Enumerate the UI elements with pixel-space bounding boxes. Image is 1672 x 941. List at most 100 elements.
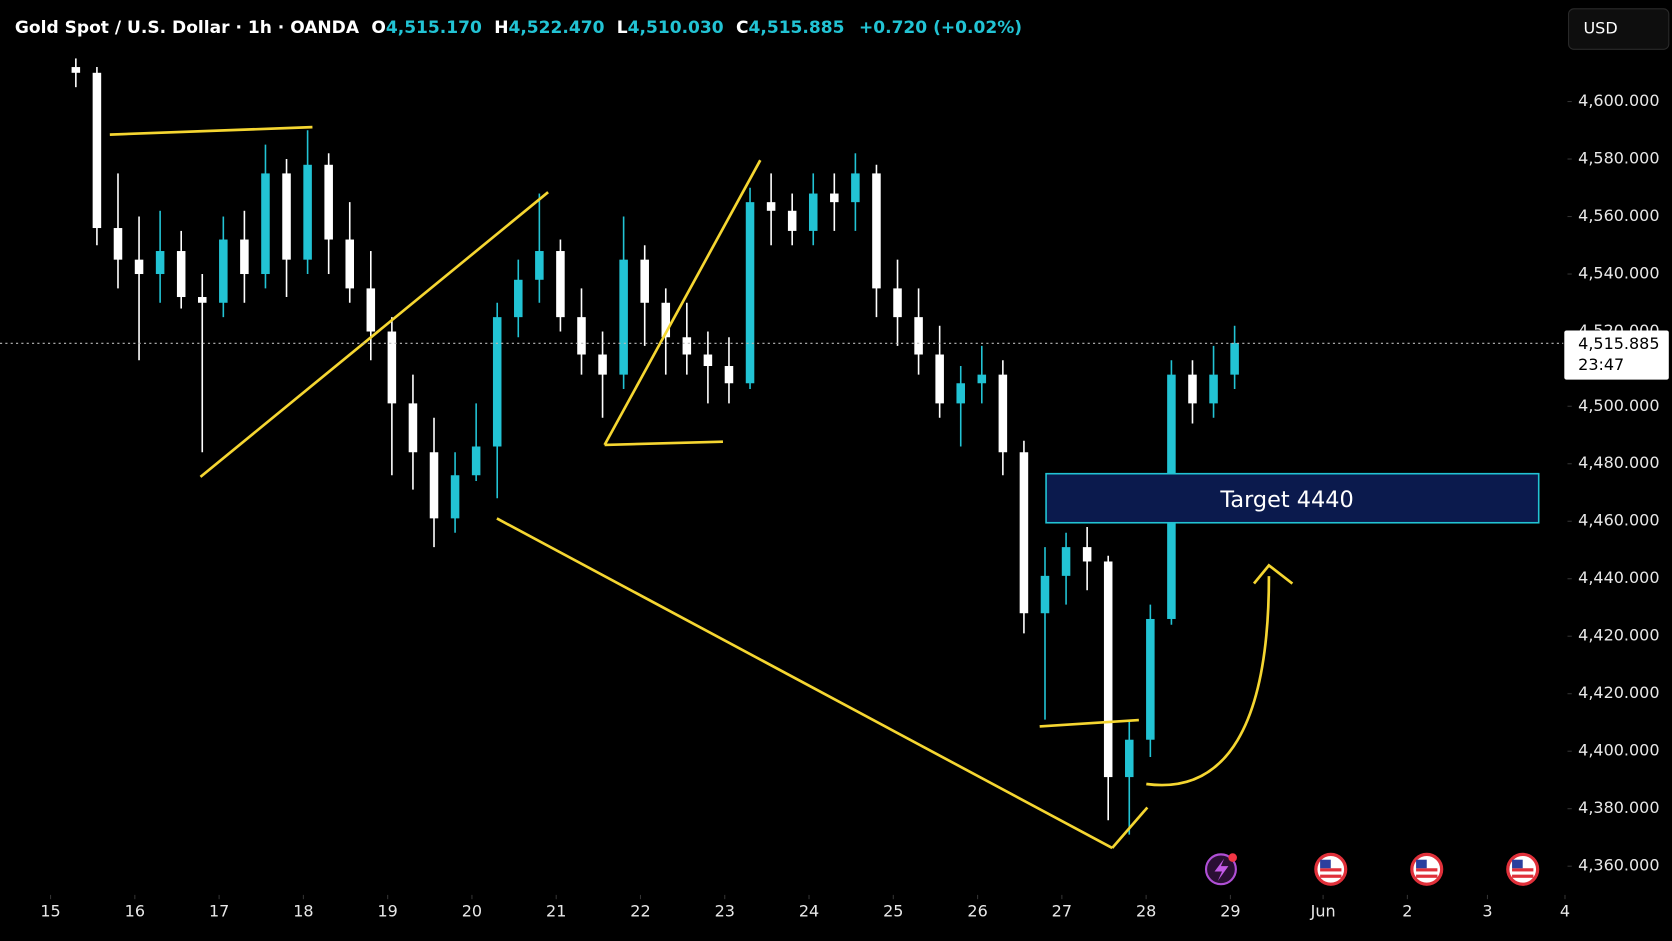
arrow-head xyxy=(1252,563,1294,585)
candle-body xyxy=(240,239,249,275)
candle-body xyxy=(935,354,944,404)
ohlc-value: 4,515.885 xyxy=(749,18,845,38)
ohlc-key: L xyxy=(617,18,628,38)
drawings xyxy=(109,125,1294,850)
candle-body xyxy=(471,446,481,476)
y-tick-label: 4,360.000 xyxy=(1578,856,1659,875)
x-tick-label: 23 xyxy=(715,901,735,920)
x-tick-label: 4 xyxy=(1560,901,1570,920)
candle-body xyxy=(1209,374,1218,404)
candle-body xyxy=(724,366,734,384)
candle-body xyxy=(282,173,291,260)
candle-body xyxy=(492,317,502,447)
event-dot xyxy=(1228,853,1237,862)
candle-body xyxy=(113,228,123,260)
target-label: Target 4440 xyxy=(1219,487,1353,513)
candle-body xyxy=(219,239,228,303)
candle-body xyxy=(914,317,923,355)
candle-body xyxy=(598,354,607,375)
candle-body xyxy=(787,210,797,231)
candle-body xyxy=(851,173,860,203)
candle-body xyxy=(893,288,902,318)
candle-body xyxy=(429,452,439,519)
x-tick-label: 20 xyxy=(462,901,482,920)
trend-line xyxy=(604,440,724,447)
x-tick-label: 3 xyxy=(1482,901,1492,920)
currency-label[interactable]: USD xyxy=(1583,19,1617,38)
y-tick-label: 4,480.000 xyxy=(1578,453,1659,472)
event-icons xyxy=(1204,852,1540,886)
candle-body xyxy=(1125,739,1134,778)
flag-icon[interactable] xyxy=(1410,852,1444,886)
y-tick-label: 4,380.000 xyxy=(1578,798,1659,817)
candle-body xyxy=(745,202,755,384)
candle-body xyxy=(345,239,355,289)
candle-body xyxy=(682,337,692,355)
candle-body xyxy=(261,173,270,275)
x-tick-label: 2 xyxy=(1402,901,1412,920)
candle-body xyxy=(450,475,460,519)
y-tick-label: 4,560.000 xyxy=(1578,206,1659,225)
x-tick-label: 28 xyxy=(1136,901,1156,920)
trend-line xyxy=(109,125,313,136)
x-tick-label: 15 xyxy=(40,901,60,920)
x-tick-label: 26 xyxy=(967,901,987,920)
currency-button[interactable] xyxy=(1568,8,1670,50)
candle-body xyxy=(640,259,649,303)
trend-line xyxy=(1111,806,1149,849)
candle-body xyxy=(1040,575,1050,614)
candle-body xyxy=(1103,561,1113,778)
x-tick-label: 27 xyxy=(1052,901,1072,920)
candle-body xyxy=(197,297,207,303)
candle-body xyxy=(92,72,102,229)
y-tick-label: 4,540.000 xyxy=(1578,264,1659,283)
trend-line xyxy=(496,517,1113,850)
change: +0.720 (+0.02%) xyxy=(859,18,1022,38)
x-tick-label: 16 xyxy=(125,901,145,920)
ohlc-key: O xyxy=(371,18,386,38)
candle-body xyxy=(619,259,628,375)
candle-body xyxy=(155,251,165,275)
x-tick-label: 21 xyxy=(546,901,566,920)
target-box xyxy=(1045,472,1540,524)
y-tick-label: 4,440.000 xyxy=(1578,568,1659,587)
candle-body xyxy=(766,202,776,211)
ohlc-key: C xyxy=(736,18,749,38)
x-tick-label: 22 xyxy=(630,901,650,920)
flag-icon[interactable] xyxy=(1506,852,1540,886)
candle-body xyxy=(977,374,987,384)
candle-body xyxy=(830,193,839,203)
candle-body xyxy=(535,251,544,280)
candle-body xyxy=(1082,547,1092,562)
x-tick-label: 19 xyxy=(377,901,397,920)
candle-body xyxy=(1146,618,1155,740)
candle-body xyxy=(71,67,81,73)
y-tick-label: 4,600.000 xyxy=(1578,91,1659,110)
countdown: 23:47 xyxy=(1578,355,1624,374)
candle-body xyxy=(577,317,586,355)
candle-body xyxy=(808,193,818,231)
x-tick-label: 18 xyxy=(293,901,313,920)
arrow-curve xyxy=(1146,576,1271,787)
candle-body xyxy=(1019,452,1029,614)
y-tick-label: 4,420.000 xyxy=(1578,626,1659,645)
candle-body xyxy=(1188,374,1197,404)
symbol: Gold Spot / U.S. Dollar · 1h · OANDA xyxy=(15,18,360,38)
candle-body xyxy=(703,354,713,367)
x-tick-label: 25 xyxy=(883,901,903,920)
candle-body xyxy=(998,374,1008,453)
ohlc-value: 4,522.470 xyxy=(508,18,604,38)
trend-line xyxy=(603,159,762,446)
trend-line xyxy=(199,191,549,478)
y-tick-label: 4,420.000 xyxy=(1578,683,1659,702)
candle-body xyxy=(324,164,333,240)
x-tick-label: 17 xyxy=(209,901,229,920)
y-tick-label: 4,400.000 xyxy=(1578,741,1659,760)
candle-body xyxy=(408,403,418,453)
candle-body xyxy=(134,259,144,275)
flag-icon[interactable] xyxy=(1314,852,1348,886)
x-tick-label: 29 xyxy=(1220,901,1240,920)
candle-body xyxy=(661,302,671,338)
candle-body xyxy=(514,279,523,318)
